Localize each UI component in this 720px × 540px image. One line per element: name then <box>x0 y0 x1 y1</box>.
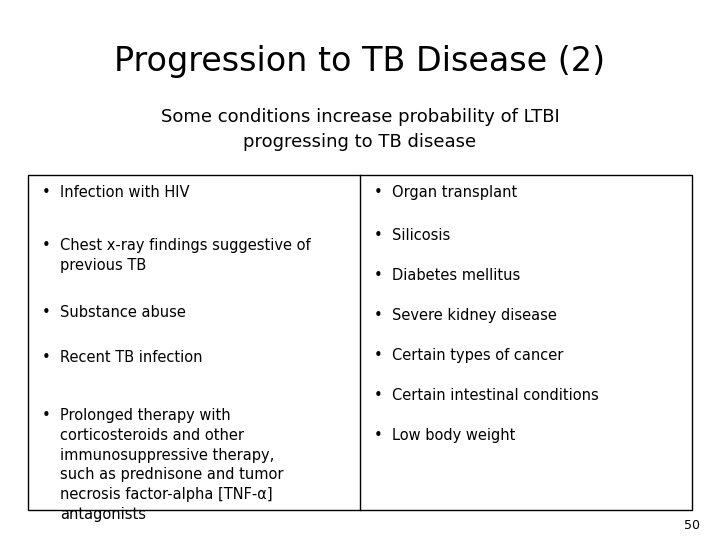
Text: 50: 50 <box>684 519 700 532</box>
Text: Some conditions increase probability of LTBI
progressing to TB disease: Some conditions increase probability of … <box>161 108 559 151</box>
Text: Chest x-ray findings suggestive of
previous TB: Chest x-ray findings suggestive of previ… <box>60 238 310 273</box>
Text: Recent TB infection: Recent TB infection <box>60 350 202 365</box>
Text: •: • <box>42 350 50 365</box>
Text: •: • <box>42 238 50 253</box>
Text: •: • <box>42 408 50 423</box>
Text: •: • <box>374 308 383 323</box>
Text: •: • <box>42 185 50 200</box>
Text: Certain intestinal conditions: Certain intestinal conditions <box>392 388 599 403</box>
Text: •: • <box>374 185 383 200</box>
Bar <box>28 175 692 510</box>
Text: Severe kidney disease: Severe kidney disease <box>392 308 557 323</box>
Text: Substance abuse: Substance abuse <box>60 305 186 320</box>
Text: Infection with HIV: Infection with HIV <box>60 185 189 200</box>
Text: Organ transplant: Organ transplant <box>392 185 517 200</box>
Text: Progression to TB Disease (2): Progression to TB Disease (2) <box>114 45 606 78</box>
Text: •: • <box>374 268 383 283</box>
Text: •: • <box>374 228 383 243</box>
Text: •: • <box>374 388 383 403</box>
Text: Low body weight: Low body weight <box>392 428 516 443</box>
Text: Certain types of cancer: Certain types of cancer <box>392 348 563 363</box>
Text: Prolonged therapy with
corticosteroids and other
immunosuppressive therapy,
such: Prolonged therapy with corticosteroids a… <box>60 408 284 522</box>
Text: Diabetes mellitus: Diabetes mellitus <box>392 268 521 283</box>
Text: •: • <box>42 305 50 320</box>
Text: Silicosis: Silicosis <box>392 228 450 243</box>
Text: •: • <box>374 428 383 443</box>
Text: •: • <box>374 348 383 363</box>
